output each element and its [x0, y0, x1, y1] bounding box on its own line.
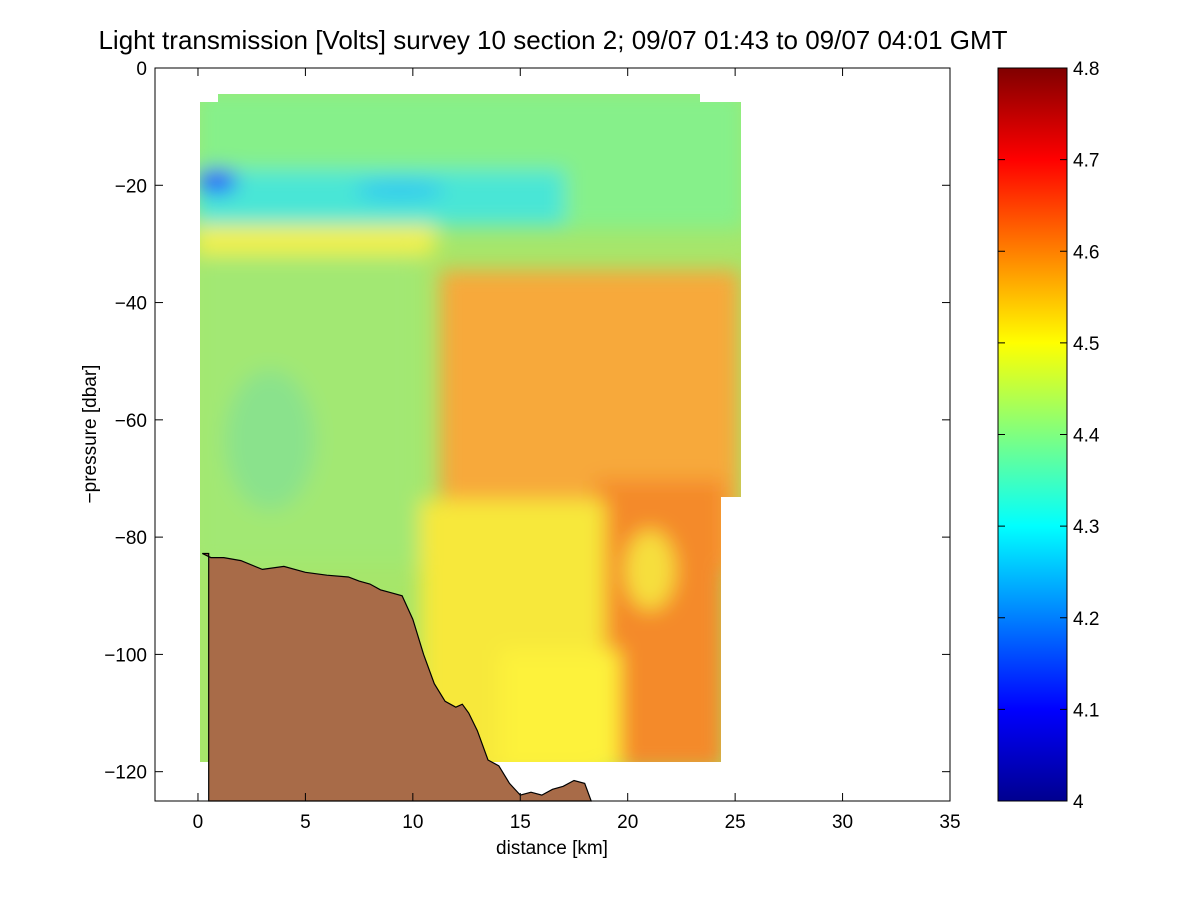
- transmission-field: [200, 94, 741, 762]
- colorbar-tick-label: 4.7: [1073, 151, 1099, 172]
- colorbar-tick-label: 4.1: [1073, 700, 1099, 721]
- y-axis-label: −pressure [dbar]: [80, 365, 101, 504]
- y-tick-label: −100: [104, 645, 147, 666]
- field-deep-yellow: [500, 650, 620, 762]
- plot-frame: [154, 67, 951, 802]
- y-axis-ticks: 0 −20 −40 −60 −80 −100 −120: [104, 59, 950, 784]
- y-tick-label: −120: [104, 763, 147, 784]
- x-tick-label: 30: [832, 812, 853, 833]
- colorbar-tick-label: 4.3: [1073, 517, 1099, 538]
- x-tick-label: 35: [939, 812, 960, 833]
- x-axis-ticks: 0 5 10 15 20 25 30 35: [193, 68, 961, 833]
- field-yellow-layer: [200, 225, 435, 255]
- colorbar-tick-label: 4: [1073, 792, 1084, 813]
- field-west-patch: [225, 370, 315, 510]
- x-tick-label: 25: [725, 812, 746, 833]
- y-tick-label: −80: [115, 528, 147, 549]
- colorbar: [997, 67, 1068, 802]
- colorbar-tick-label: 4.4: [1073, 426, 1100, 447]
- colorbar-tick-label: 4.8: [1073, 59, 1099, 80]
- field-minimum: [200, 169, 237, 193]
- x-tick-label: 5: [300, 812, 311, 833]
- x-tick-label: 15: [510, 812, 531, 833]
- colorbar-tick-label: 4.2: [1073, 609, 1099, 630]
- field-cyan-patch: [355, 180, 445, 200]
- colorbar-tick-label: 4.5: [1073, 334, 1099, 355]
- y-tick-label: −60: [115, 411, 147, 432]
- x-tick-label: 0: [193, 812, 204, 833]
- chart-title: Light transmission [Volts] survey 10 sec…: [98, 25, 1007, 55]
- y-tick-label: −20: [115, 176, 147, 197]
- colorbar-tick-label: 4.6: [1073, 242, 1099, 263]
- colorbar-ticks: 4 4.1 4.2 4.3 4.4 4.5 4.6 4.7 4.8: [998, 59, 1100, 813]
- y-tick-label: −40: [115, 294, 147, 315]
- x-axis-label: distance [km]: [496, 838, 608, 859]
- field-west-column: [200, 235, 420, 565]
- bathymetry-fill: [202, 552, 593, 802]
- x-tick-label: 10: [402, 812, 423, 833]
- field-yellow-lens: [625, 530, 675, 610]
- y-tick-label: 0: [136, 59, 147, 80]
- x-tick-label: 20: [617, 812, 638, 833]
